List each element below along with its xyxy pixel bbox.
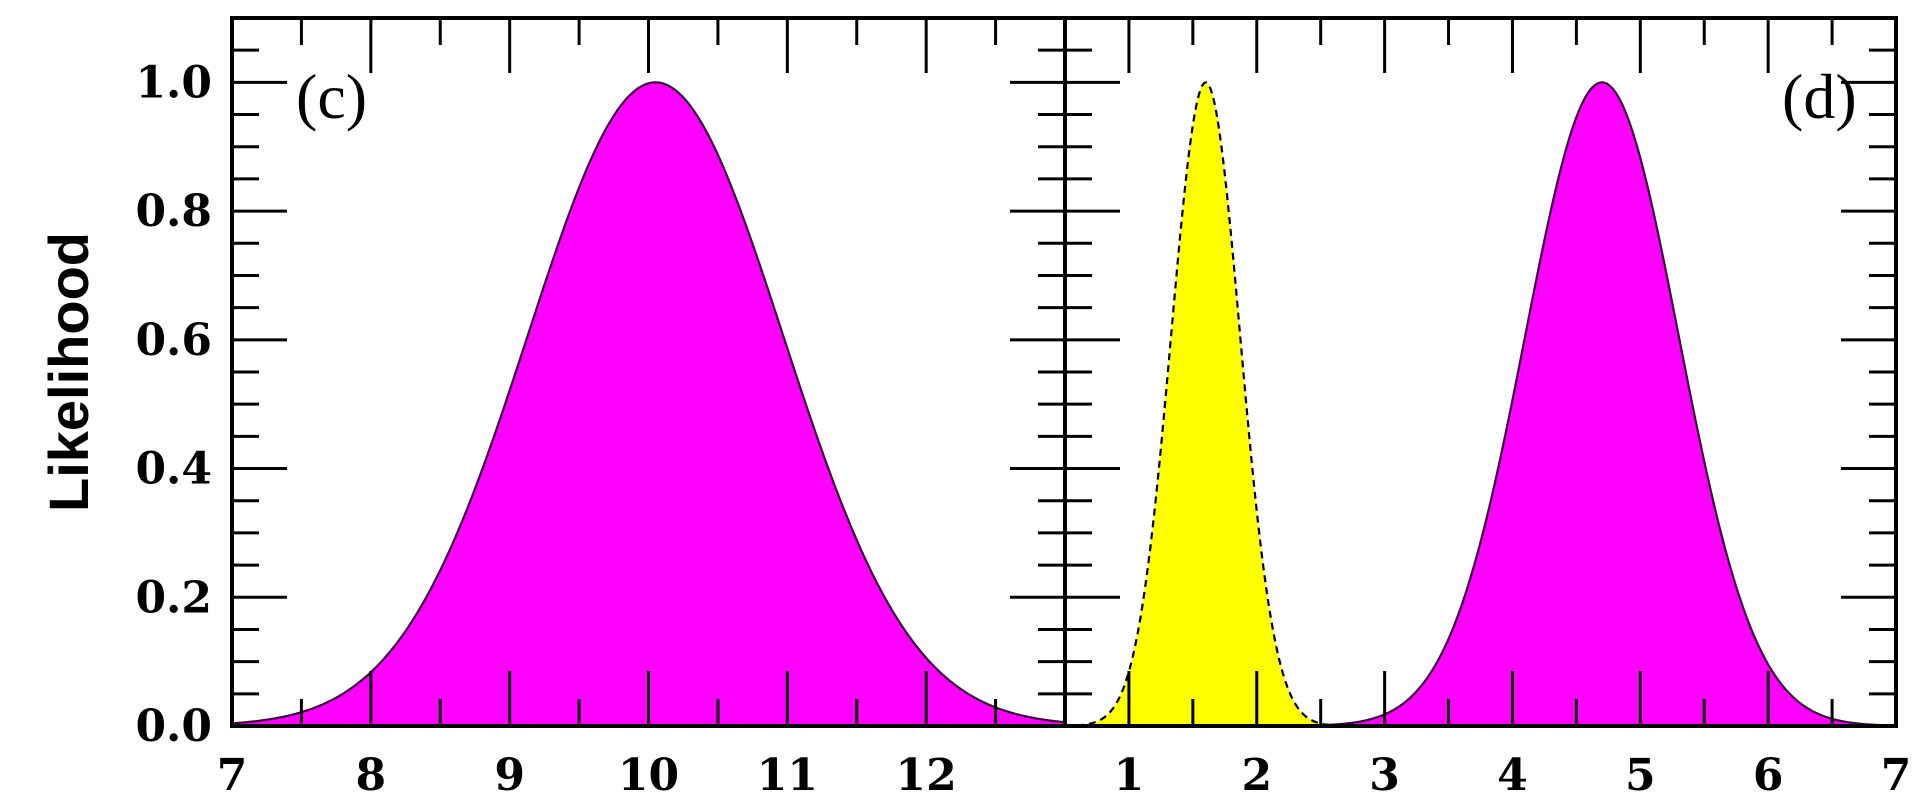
ytick-label: 0.2 [135,572,212,623]
panel-d-xtick-label: 7 [1881,750,1912,794]
y-axis-title: Likelihood [37,232,100,512]
axis-frames [230,16,1898,728]
panel-d-xtick-label: 4 [1497,750,1528,794]
panel-c-xtick-label: 7 [217,750,248,794]
labels: 7 8 9 10 11 120.00.20.40.60.81.0 (c)Likelihood… [37,57,1912,799]
ytick-label: 0.6 [135,315,212,366]
ytick-label: 0.8 [135,186,212,237]
panel-d-xtick-label: 1 [1114,750,1145,794]
panel-d-label: (d) [1782,61,1857,132]
ytick-label: 1.0 [135,57,212,108]
panel-c-xtick-label: 9 [494,750,525,794]
panel-c-series-0-area [232,82,1065,727]
panel-d-xtick-label: 2 [1241,750,1272,794]
panel-d-series-1-area [1065,82,1896,726]
panel-c [231,81,1066,727]
panel-d-xtick-label: 5 [1625,750,1656,794]
panel-d [1064,81,1897,728]
panel-c-xtick-label: 12 [896,750,957,794]
panel-c-xtick-label: 8 [356,750,387,794]
panel-c-xtick-label: 11 [757,750,818,794]
panel-c-label: (c) [296,61,367,132]
ytick-label: 0.0 [135,701,212,752]
panel-d-xtick-label: 3 [1369,750,1400,794]
panel-d-series-0-area [1065,82,1896,727]
ytick-label: 0.4 [135,444,212,495]
panel-c-xtick-label: 10 [618,750,679,794]
panel-d-xtick-label: 6 [1753,750,1784,794]
